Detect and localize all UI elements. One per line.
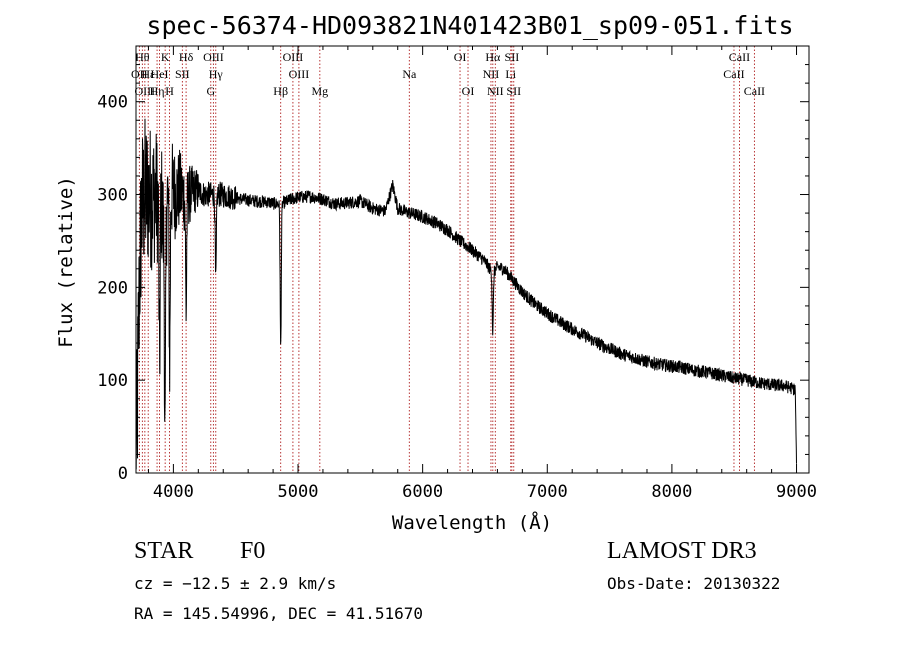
line-marker-label-21: Hα — [485, 50, 501, 64]
line-marker-label-11: OIII — [203, 50, 224, 64]
line-marker-label-13: Hβ — [273, 84, 288, 98]
object-subclass: F0 — [240, 538, 266, 564]
line-marker-label-16: Mg — [311, 84, 328, 98]
y-tick-label-2: 200 — [97, 278, 128, 298]
line-marker-label-10: G — [206, 84, 215, 98]
x-tick-label-2: 6000 — [402, 482, 443, 502]
flux-series-line — [135, 118, 797, 470]
y-axis-ticks: 0 100 200 300 400 — [97, 64, 809, 484]
line-marker-label-1: Hθ — [135, 50, 150, 64]
object-class: STAR — [134, 538, 194, 564]
line-marker-label-14: OIII — [283, 50, 304, 64]
line-marker-label-9: Hδ — [179, 50, 194, 64]
x-axis-label: Wavelength (Å) — [392, 511, 552, 534]
x-tick-label-0: 4000 — [153, 482, 194, 502]
spectrum-plot: spec-56374-HD093821N401423B01_sp09-051.f… — [55, 11, 817, 534]
line-marker-label-7: H — [165, 84, 174, 98]
line-marker-label-18: OI — [454, 50, 467, 64]
chart-title: spec-56374-HD093821N401423B01_sp09-051.f… — [146, 11, 793, 40]
x-tick-label-3: 7000 — [527, 482, 568, 502]
line-marker-label-24: SII — [505, 50, 520, 64]
obs-date: Obs-Date: 20130322 — [607, 574, 781, 593]
line-marker-label-6: K — [161, 50, 170, 64]
y-tick-label-0: 0 — [118, 464, 128, 484]
line-markers — [138, 46, 755, 473]
y-tick-label-3: 300 — [97, 186, 128, 206]
x-tick-label-4: 8000 — [651, 482, 692, 502]
line-marker-label-25: SII — [506, 84, 521, 98]
line-marker-label-4: Hη — [150, 84, 165, 98]
y-tick-label-1: 100 — [97, 371, 128, 391]
line-marker-label-26: CaII — [723, 67, 744, 81]
line-marker-label-17: Na — [402, 67, 417, 81]
y-axis-label: Flux (relative) — [55, 176, 77, 348]
line-marker-label-23: Li — [505, 67, 516, 81]
line-marker-labels: OIIHθOIIIHεHηHeIKHSIIHδGOIIIHγHβOIIIOIII… — [131, 50, 765, 98]
redshift-text: cz = −12.5 ± 2.9 km/s — [134, 574, 337, 593]
line-marker-label-5: HeI — [151, 67, 169, 81]
line-marker-label-2: OIII — [135, 84, 156, 98]
line-marker-label-12: Hγ — [209, 67, 224, 81]
line-marker-label-19: OI — [462, 84, 475, 98]
line-marker-label-8: SII — [175, 67, 190, 81]
survey-name: LAMOST DR3 — [607, 538, 757, 564]
line-marker-label-22: NII — [487, 84, 504, 98]
line-marker-label-28: CaII — [744, 84, 765, 98]
line-marker-label-15: OIII — [289, 67, 310, 81]
coordinates: RA = 145.54996, DEC = 41.51670 — [134, 604, 423, 623]
x-tick-label-5: 9000 — [776, 482, 817, 502]
plot-frame — [135, 45, 810, 474]
x-axis-ticks: 4000 5000 6000 7000 8000 9000 — [147, 46, 817, 502]
y-tick-label-4: 400 — [97, 93, 128, 113]
x-tick-label-1: 5000 — [278, 482, 319, 502]
line-marker-label-0: OII — [131, 67, 148, 81]
line-marker-label-3: Hε — [141, 67, 155, 81]
line-marker-label-27: CaII — [729, 50, 750, 64]
line-marker-label-20: NII — [483, 67, 500, 81]
